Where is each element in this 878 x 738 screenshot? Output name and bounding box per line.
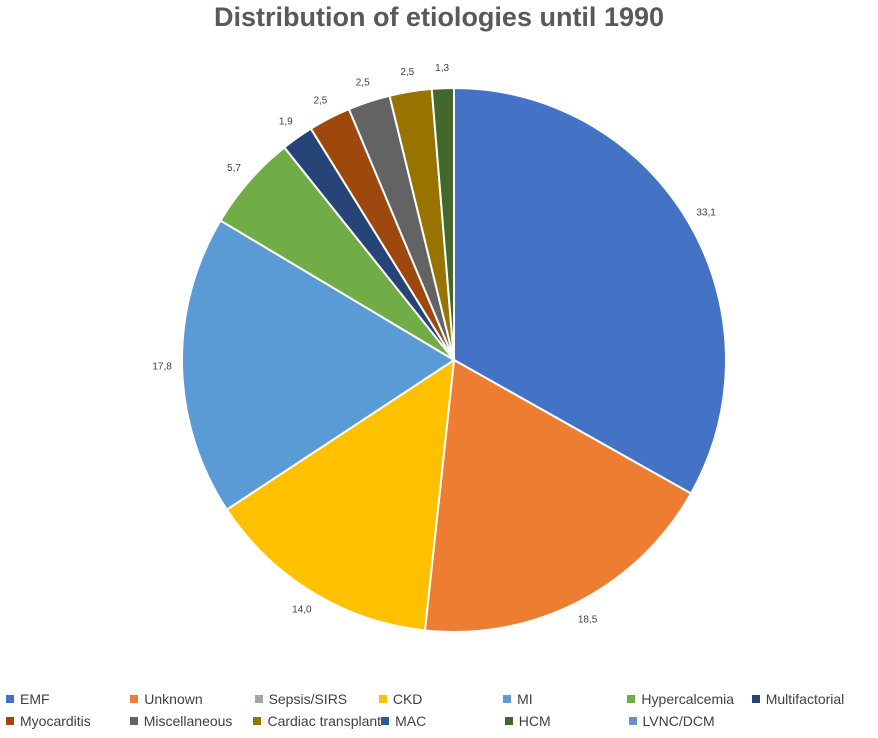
- data-label: 2,5: [356, 78, 370, 89]
- legend-item-multifactorial: Multifactorial: [751, 691, 876, 707]
- legend-row: Myocarditis Miscellaneous Cardiac transpla…: [6, 710, 876, 732]
- legend-label: Cardiac transplant: [267, 713, 382, 729]
- legend-swatch: [381, 717, 390, 725]
- data-label: 2,5: [400, 67, 414, 78]
- pie-slice-hcm: [430, 86, 455, 361]
- legend-swatch: [628, 717, 637, 725]
- legend-swatch: [378, 695, 387, 703]
- legend-label: MAC: [395, 713, 427, 729]
- pie-slice-mi: [180, 219, 456, 511]
- data-label: 1,9: [279, 116, 293, 127]
- legend-item-miscellaneous: Miscellaneous: [129, 713, 254, 729]
- legend-item-myocarditis: Myocarditis: [6, 713, 130, 729]
- legend-item-emf: EMF: [6, 691, 130, 707]
- legend-swatch: [130, 695, 139, 703]
- legend-label: Hypercalcemia: [641, 691, 735, 707]
- legend-item-lvnc-dcm: LVNC/DCM: [628, 713, 753, 729]
- legend-label: EMF: [20, 691, 50, 707]
- legend-label: HCM: [518, 713, 551, 729]
- legend-label: Myocarditis: [20, 713, 91, 729]
- legend-swatch: [253, 717, 262, 725]
- legend-item-hypercalcemia: Hypercalcemia: [627, 691, 751, 707]
- legend-item-cardiac-transplant: Cardiac transplant: [253, 713, 381, 729]
- legend-label: Unknown: [144, 691, 203, 707]
- data-label: 14,0: [292, 604, 312, 615]
- legend-swatch: [129, 717, 138, 725]
- pie-chart: 33,1 18,5 14,0 17,8 5,7 1,9 2,5 2,5 2,5 1,3: [152, 63, 727, 633]
- legend-swatch: [503, 695, 512, 703]
- legend-label: LVNC/DCM: [642, 713, 715, 729]
- legend-label: MI: [517, 691, 533, 707]
- legend-item-mi: MI: [503, 691, 627, 707]
- data-label: 18,5: [578, 615, 598, 626]
- legend-label: CKD: [392, 691, 423, 707]
- legend-item-mac: MAC: [381, 713, 505, 729]
- data-label: 33,1: [696, 208, 716, 219]
- legend-swatch: [627, 695, 636, 703]
- data-label: 1,3: [435, 63, 449, 74]
- legend-swatch: [751, 695, 760, 703]
- pie-slice-unknown: [423, 358, 693, 633]
- pie-slice-ckd: [225, 357, 456, 632]
- legend-swatch: [6, 717, 14, 725]
- legend-label: Sepsis/SIRS: [268, 691, 348, 707]
- chart-legend: EMF Unknown Sepsis/SIRS CKD MI Hypercalcemia M…: [6, 688, 876, 732]
- data-label: 2,5: [313, 95, 327, 106]
- legend-item-hcm: HCM: [504, 713, 629, 729]
- data-label: 5,7: [227, 163, 241, 174]
- legend-label: Miscellaneous: [143, 713, 233, 729]
- legend-item-ckd: CKD: [378, 691, 503, 707]
- legend-item-sepsis-sirs: Sepsis/SIRS: [254, 691, 379, 707]
- legend-swatch: [6, 695, 14, 703]
- legend-row: EMF Unknown Sepsis/SIRS CKD MI Hypercalcemia M…: [6, 688, 876, 710]
- data-label: 17,8: [152, 361, 172, 372]
- legend-swatch: [504, 717, 513, 725]
- chart-title: Distribution of etiologies until 1990: [213, 2, 665, 32]
- pie-slice-emf: [453, 86, 727, 495]
- legend-item-unknown: Unknown: [130, 691, 254, 707]
- legend-swatch: [254, 695, 263, 703]
- legend-label: Multifactorial: [765, 691, 845, 707]
